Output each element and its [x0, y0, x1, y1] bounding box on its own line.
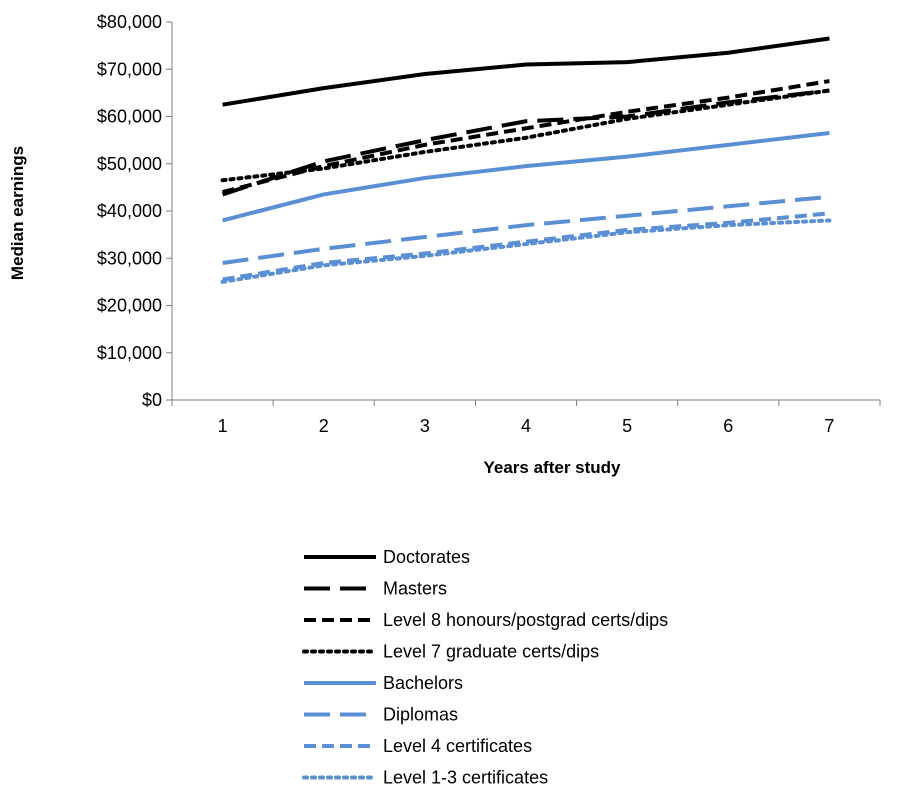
x-tick-label: 4: [521, 416, 531, 436]
y-tick-label: $30,000: [97, 248, 162, 268]
legend-label-4: Level 7 graduate certs/dips: [383, 642, 599, 662]
y-tick-label: $0: [142, 390, 162, 410]
y-tick-label: $40,000: [97, 201, 162, 221]
x-tick-label: 3: [420, 416, 430, 436]
x-tick-label: 7: [824, 416, 834, 436]
series-line-8: [220, 218, 832, 284]
y-tick-label: $20,000: [97, 296, 162, 316]
x-tick-label: 1: [218, 416, 228, 436]
x-axis-title: Years after study: [483, 458, 621, 477]
x-tick-label: 5: [622, 416, 632, 436]
legend-label-8: Level 1-3 certificates: [383, 768, 548, 788]
series-line-4: [220, 88, 832, 183]
y-tick-label: $50,000: [97, 154, 162, 174]
y-tick-label: $10,000: [97, 343, 162, 363]
series-line-2: [221, 88, 830, 197]
legend-label-2: Masters: [383, 579, 447, 599]
y-tick-label: $70,000: [97, 59, 162, 79]
y-tick-label: $80,000: [97, 12, 162, 32]
legend-label-6: Diplomas: [383, 705, 458, 725]
legend-label-1: Doctorates: [383, 547, 470, 567]
series-line-6: [222, 194, 830, 265]
plot-area: [220, 36, 832, 284]
x-axis: 1 2 3 4 5 6 7: [171, 399, 881, 436]
y-axis-title: Median earnings: [8, 146, 27, 280]
x-tick-label: 2: [319, 416, 329, 436]
series-line-7: [222, 211, 830, 282]
legend: Doctorates Masters Level 8 honours/postgra…: [302, 547, 668, 788]
legend-label-5: Bachelors: [383, 673, 463, 693]
series-line-1: [222, 36, 830, 107]
y-tick-label: $60,000: [97, 107, 162, 127]
y-axis: $0 $10,000 $20,000 $30,000 $40,000 $50,000 $60…: [97, 12, 173, 410]
legend-label-7: Level 4 certificates: [383, 736, 532, 756]
x-tick-label: 6: [723, 416, 733, 436]
legend-label-3: Level 8 honours/postgrad certs/dips: [383, 610, 668, 630]
series-line-3: [222, 79, 830, 195]
series-line-5: [222, 131, 830, 223]
